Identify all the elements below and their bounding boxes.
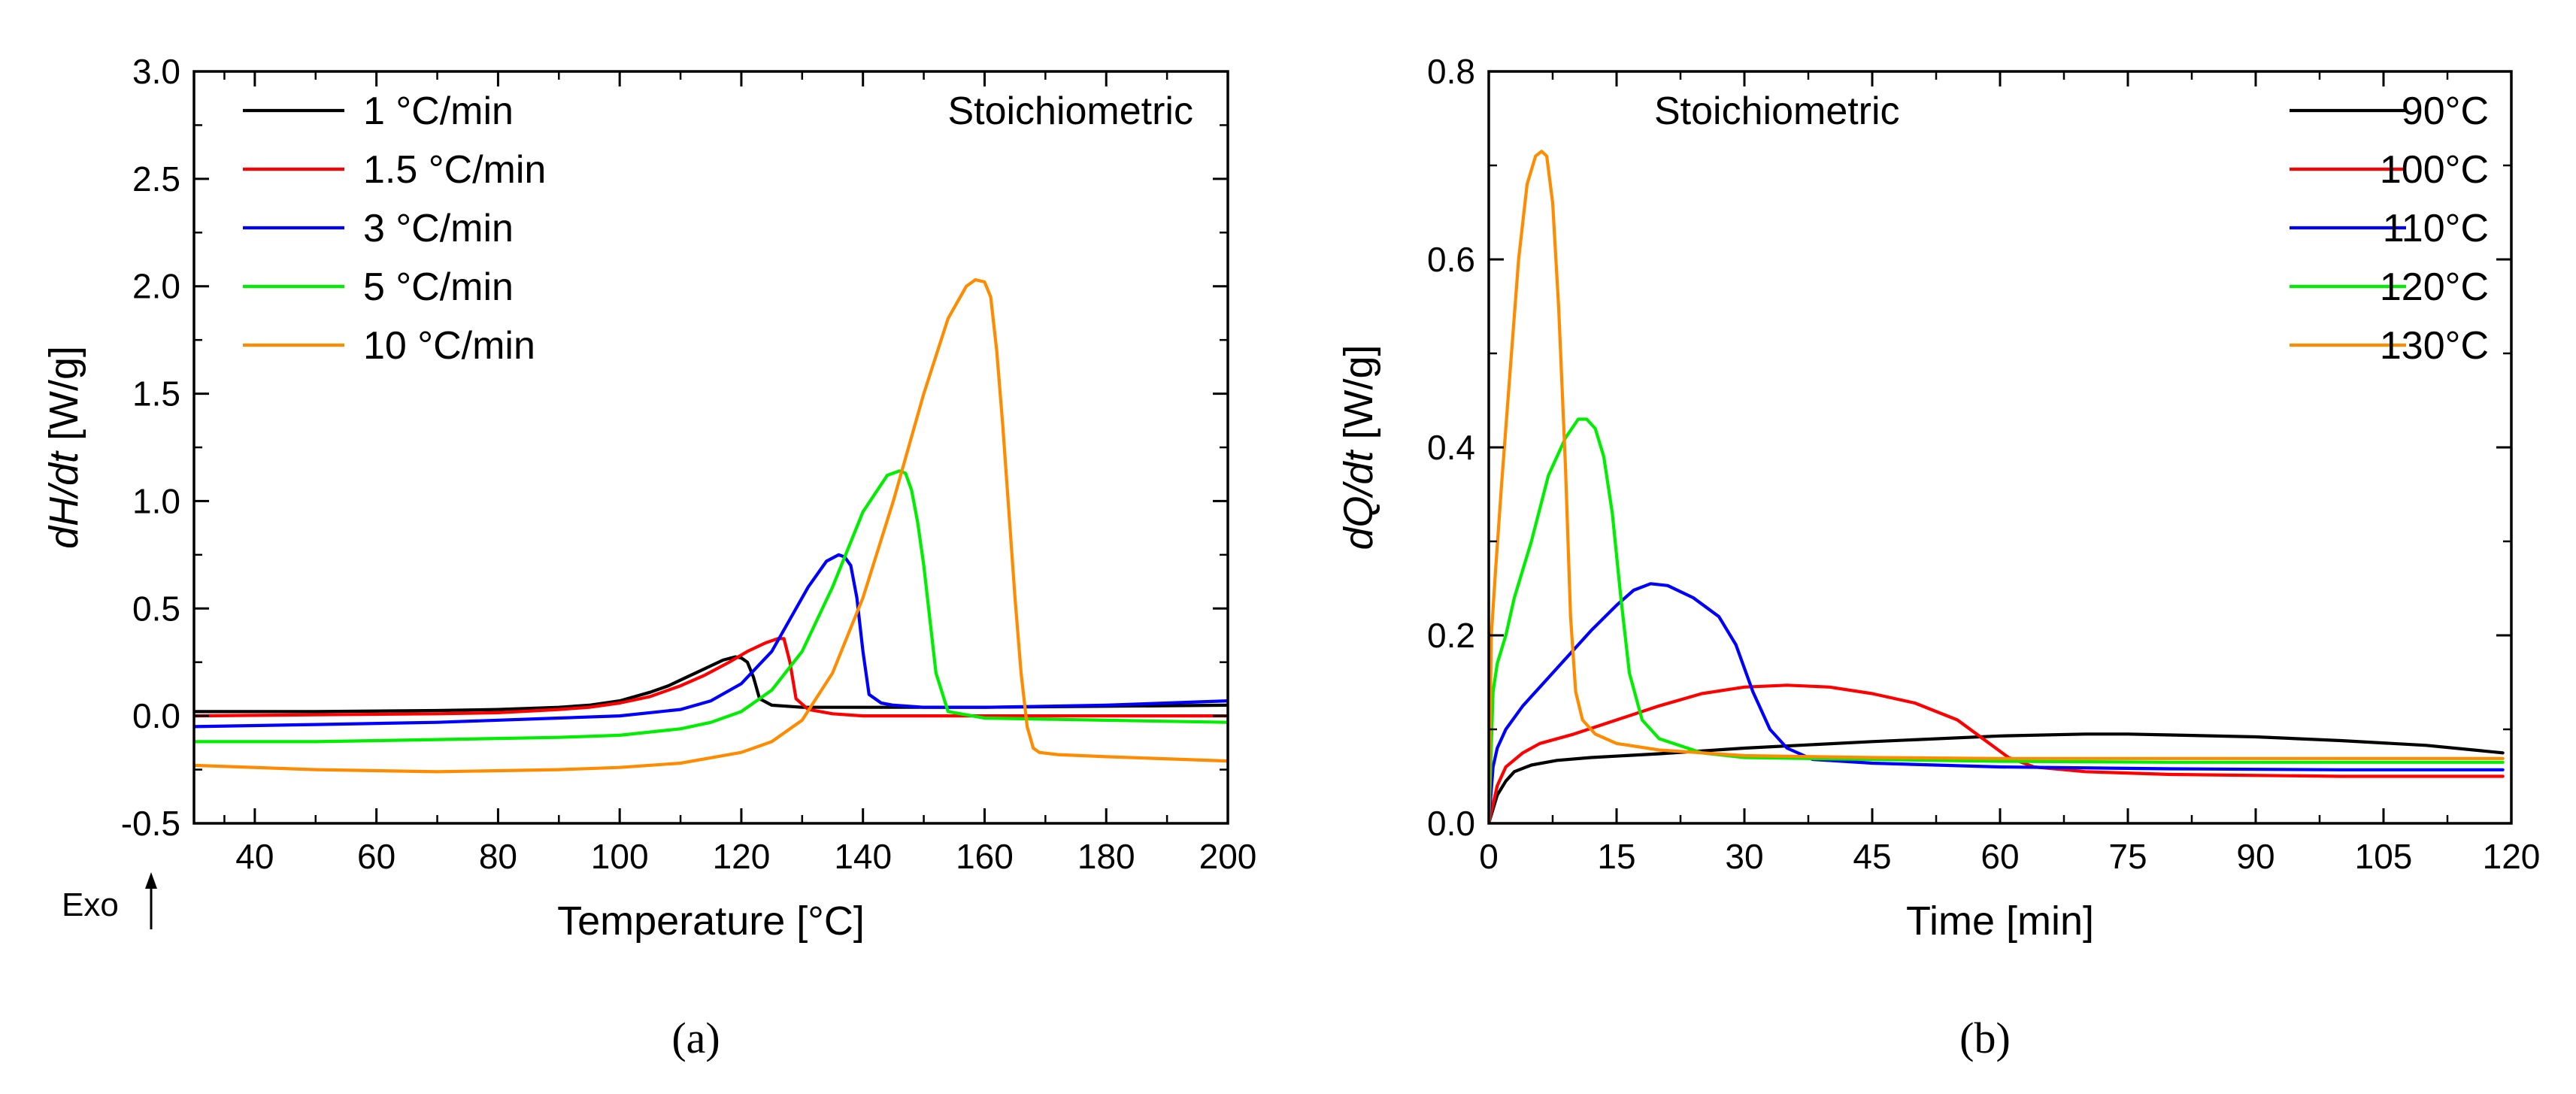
y-axis-title: dQ/dt [W/g] — [1336, 344, 1381, 550]
series-line-2 — [1489, 582, 2505, 823]
y-axis-title-part: dH/dt — [41, 450, 86, 549]
y-tick-label: 0.5 — [132, 589, 180, 628]
series-line-3 — [1489, 417, 2505, 823]
x-tick-label: 90 — [2236, 837, 2274, 876]
x-tick-label: 200 — [1199, 837, 1257, 876]
x-tick-label: 30 — [1725, 837, 1763, 876]
legend-label-3: 5 °C/min — [363, 265, 514, 309]
x-tick-label: 0 — [1479, 837, 1499, 876]
x-tick-label: 75 — [2108, 837, 2147, 876]
x-tick-label: 45 — [1853, 837, 1891, 876]
y-tick-label: 2.0 — [132, 267, 180, 306]
y-axis-title-part: [W/g] — [1336, 344, 1381, 450]
panel-label: (a) — [671, 1014, 720, 1062]
y-axis-title-part: dQ/dt — [1336, 449, 1381, 550]
legend-label-1: 1.5 °C/min — [363, 148, 546, 192]
y-tick-label: 0.8 — [1427, 52, 1475, 91]
series-line-3 — [194, 469, 1228, 744]
series-line-1 — [194, 637, 1228, 718]
y-tick-label: 0.2 — [1427, 616, 1475, 655]
x-axis-title: Temperature [°C] — [557, 899, 865, 944]
x-tick-label: 60 — [357, 837, 395, 876]
annotation-label: Stoichiometric — [947, 89, 1193, 133]
y-tick-label: 3.0 — [132, 52, 180, 91]
x-tick-label: 140 — [834, 837, 892, 876]
legend-label-4: 130°C — [2380, 324, 2489, 368]
series-line-0 — [1489, 732, 2505, 823]
plot-area — [194, 278, 1228, 774]
y-tick-label: 0.4 — [1427, 428, 1475, 467]
x-tick-label: 60 — [1980, 837, 2019, 876]
y-tick-label: 0.0 — [1427, 804, 1475, 843]
legend-label-2: 110°C — [2383, 207, 2489, 250]
plot-area — [1489, 150, 2505, 823]
exo-label: Exo — [62, 886, 119, 923]
annotation-label: Stoichiometric — [1654, 89, 1900, 133]
x-tick-label: 100 — [591, 837, 649, 876]
legend-label-3: 120°C — [2380, 265, 2489, 309]
y-tick-label: 2.5 — [132, 159, 180, 198]
x-tick-label: 120 — [713, 837, 771, 876]
y-tick-label: 1.5 — [132, 374, 180, 414]
series-line-1 — [1489, 683, 2505, 823]
x-tick-label: 15 — [1597, 837, 1635, 876]
panel-b: 0 15 30 45 60 75 90 105 120 0.0 0.2 0.4 0.6 0.8 Time [… — [1336, 52, 2540, 1062]
x-axis-title: Time [min] — [1906, 899, 2094, 944]
y-tick-label: 0.6 — [1427, 240, 1475, 279]
exo-arrow-icon — [145, 872, 157, 889]
legend: 90°C 100°C 110°C 120°C 130°C — [2290, 89, 2489, 368]
y-axis-title-part: [W/g] — [41, 346, 86, 452]
panel-a: 40 60 80 100 120 140 160 180 200 -0.5 0.0 0.5 1.0 1.5… — [41, 52, 1256, 1062]
legend-label-1: 100°C — [2380, 148, 2489, 192]
legend-label-4: 10 °C/min — [363, 324, 535, 368]
panel-label: (b) — [1959, 1014, 2011, 1062]
y-tick-label: 0.0 — [132, 696, 180, 735]
x-tick-label: 40 — [235, 837, 274, 876]
y-tick-label: 1.0 — [132, 481, 180, 520]
legend-label-2: 3 °C/min — [363, 207, 514, 250]
x-tick-label: 105 — [2355, 837, 2413, 876]
x-tick-label: 80 — [479, 837, 517, 876]
y-axis-title: dH/dt [W/g] — [41, 346, 86, 549]
y-tick-label: -0.5 — [121, 804, 180, 843]
x-tick-label: 180 — [1077, 837, 1135, 876]
series-line-0 — [194, 655, 1228, 714]
x-tick-label: 120 — [2483, 837, 2541, 876]
series-line-4 — [1489, 150, 2505, 823]
series-line-4 — [194, 278, 1228, 774]
x-tick-label: 160 — [956, 837, 1014, 876]
legend-label-0: 90°C — [2402, 89, 2489, 133]
legend: 1 °C/min 1.5 °C/min 3 °C/min 5 °C/min 10 °C/… — [243, 89, 546, 368]
legend-label-0: 1 °C/min — [363, 89, 514, 133]
series-line-2 — [194, 553, 1228, 729]
